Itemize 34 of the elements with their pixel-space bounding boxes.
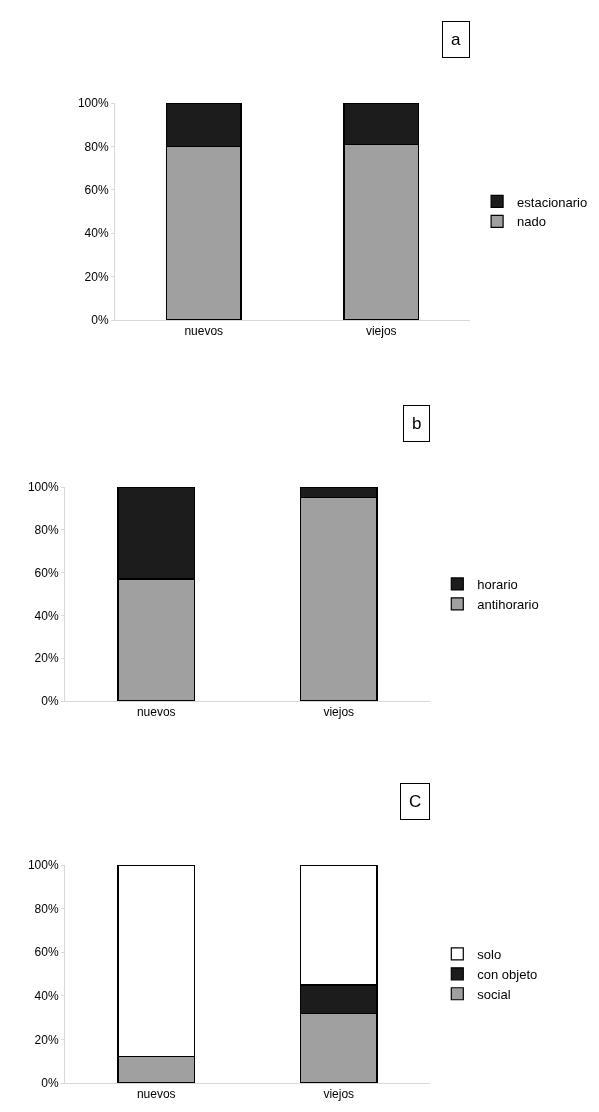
legend-label: social — [477, 986, 511, 1002]
y-tick-label: 20% — [84, 269, 109, 284]
x-tick-label: viejos — [323, 705, 355, 720]
y-tick-label: 80% — [34, 901, 59, 916]
y-tick-label: 60% — [34, 945, 59, 960]
y-tick-label: 80% — [84, 139, 109, 154]
legend-label: con objeto — [477, 966, 538, 982]
y-tick-label: 40% — [84, 226, 109, 241]
chart-title: a — [451, 30, 461, 49]
y-tick-label: 20% — [34, 1032, 59, 1047]
y-tick-label: 0% — [41, 1076, 59, 1091]
legend-label: estacionario — [517, 194, 588, 210]
y-tick-label: 100% — [77, 96, 109, 111]
y-tick-label: 40% — [34, 608, 59, 623]
x-tick-label: viejos — [323, 1087, 355, 1102]
legend-label: horario — [477, 577, 518, 593]
x-tick-label: nuevos — [136, 1087, 176, 1102]
y-tick-label: 0% — [41, 694, 59, 709]
chart-title: C — [409, 792, 422, 811]
y-tick-label: 80% — [34, 523, 59, 537]
legend-label: solo — [477, 947, 502, 963]
x-tick-label: nuevos — [136, 705, 176, 720]
y-tick-label: 60% — [84, 183, 109, 197]
x-tick-label: viejos — [365, 324, 397, 339]
y-tick-label: 100% — [27, 858, 59, 873]
x-tick-label: nuevos — [184, 324, 224, 339]
legend-label: antihorario — [477, 596, 539, 612]
y-tick-label: 100% — [27, 480, 59, 495]
chart-title: b — [412, 414, 422, 433]
y-tick-label: 0% — [91, 313, 109, 328]
y-tick-label: 20% — [34, 651, 59, 666]
y-tick-label: 60% — [34, 565, 59, 580]
y-tick-label: 40% — [34, 989, 59, 1003]
legend-label: nado — [517, 214, 547, 230]
